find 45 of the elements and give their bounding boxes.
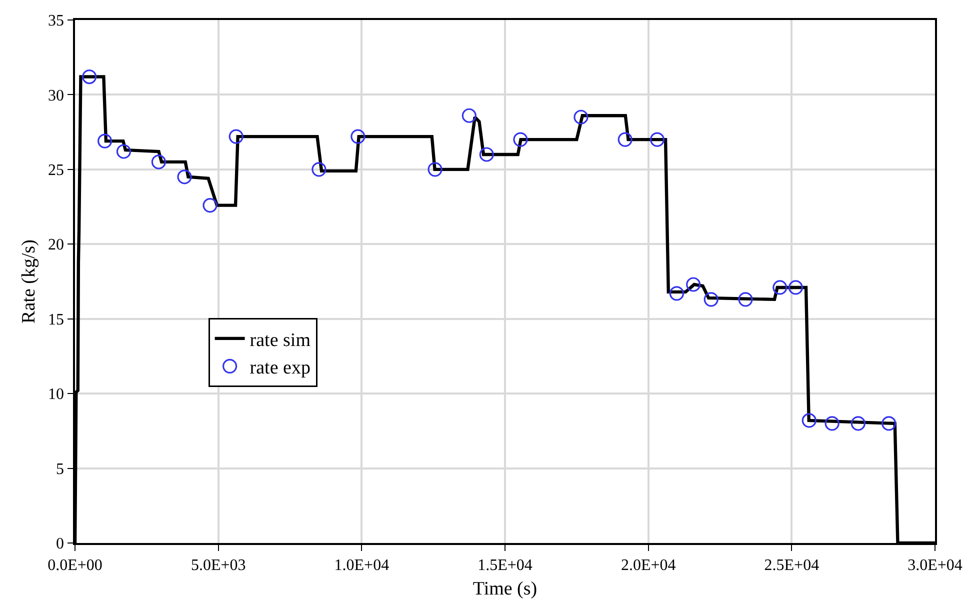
point (428, 162, 442, 177)
point (462, 108, 476, 123)
point (350, 129, 366, 144)
legend-label: rate exp (250, 358, 310, 379)
point (618, 132, 632, 147)
x-tick-label: 1.0E+04 (334, 556, 390, 574)
point (82, 69, 97, 84)
y-tick-label: 30 (48, 87, 64, 104)
y-tick-label: 10 (48, 386, 64, 404)
y-axis-title: Rate (kg/s) (18, 240, 40, 324)
point (850, 416, 866, 431)
point (824, 416, 840, 431)
x-tick-label: 5.0E+03 (190, 556, 246, 574)
point (802, 413, 816, 428)
y-tick-label: 20 (48, 236, 64, 254)
x-tick-label: 0.0E+00 (48, 556, 102, 574)
point (738, 292, 753, 307)
point (704, 292, 718, 307)
x-tick-label: 1.5E+04 (478, 556, 532, 574)
point (788, 280, 803, 295)
y-tick-label: 25 (48, 162, 64, 180)
y-tick-label: 5 (56, 460, 64, 478)
point (312, 162, 326, 177)
point (513, 132, 528, 147)
y-tick-label: 15 (48, 311, 64, 328)
x-tick-label: 2.5E+04 (764, 556, 820, 574)
legend-label: rate sim (250, 330, 311, 351)
point (650, 132, 665, 147)
point (177, 170, 192, 184)
x-tick-label: 2.0E+04 (620, 556, 676, 574)
point (574, 110, 588, 124)
point (669, 286, 684, 301)
x-axis-title: Time (s) (472, 578, 538, 600)
point (686, 277, 701, 292)
point (479, 147, 494, 162)
y-tick-label: 35 (48, 12, 64, 30)
point (772, 280, 788, 295)
point (98, 134, 112, 148)
point (228, 129, 244, 144)
point (202, 198, 218, 213)
x-tick-label: 3.0E+04 (908, 556, 962, 574)
point (151, 154, 166, 170)
point (882, 416, 896, 431)
y-tick-label: 0 (56, 536, 64, 553)
point (116, 144, 132, 159)
